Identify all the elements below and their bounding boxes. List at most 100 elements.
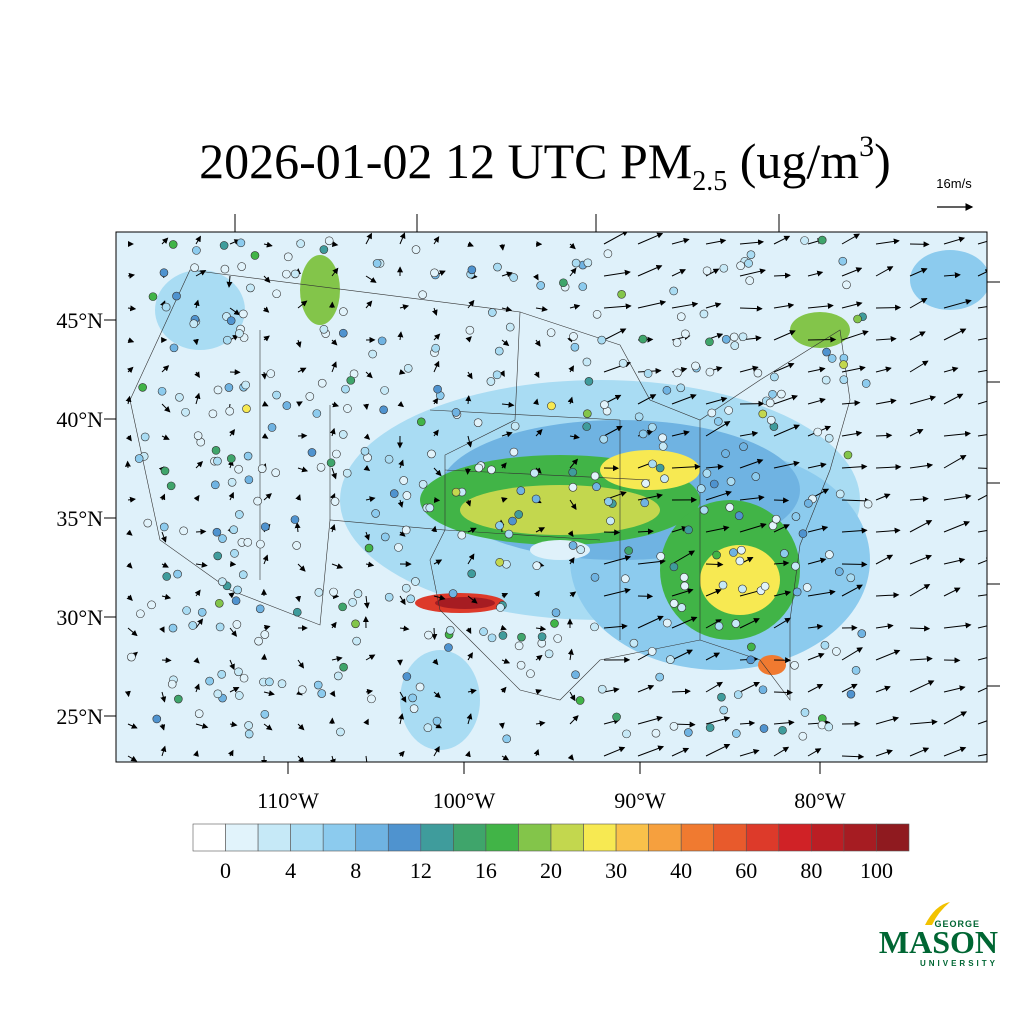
station	[843, 450, 853, 460]
station	[669, 722, 679, 731]
station	[570, 342, 580, 352]
wind-arrow	[329, 690, 336, 698]
wind-arrow	[773, 460, 800, 469]
station	[669, 286, 679, 296]
wind-arrow	[943, 587, 961, 597]
station	[571, 258, 581, 268]
station	[212, 527, 222, 537]
wind-arrow	[909, 520, 933, 533]
wind-arrow	[875, 749, 893, 757]
map-frame	[115, 231, 988, 763]
wind-arrow	[977, 494, 987, 501]
station	[194, 709, 204, 718]
station	[253, 496, 262, 506]
wind-arrow	[977, 720, 987, 725]
station	[474, 463, 484, 473]
station	[418, 480, 428, 489]
wind-arrow	[363, 595, 370, 609]
wind-arrow	[603, 623, 628, 630]
monitoring-stations	[127, 235, 873, 744]
wind-arrow	[159, 493, 166, 501]
station	[267, 423, 277, 432]
station	[655, 672, 664, 682]
station	[669, 599, 679, 608]
wind-arrow	[569, 242, 576, 250]
station	[271, 468, 280, 477]
wind-arrow	[705, 396, 728, 405]
station	[768, 389, 777, 399]
station	[660, 474, 669, 483]
wind-arrow	[399, 304, 410, 311]
logo-main: MASON	[879, 924, 998, 960]
wind-arrow	[739, 494, 765, 501]
station	[514, 510, 523, 519]
station	[140, 432, 150, 442]
station	[842, 280, 851, 290]
station	[402, 672, 412, 681]
wind-arrow	[433, 333, 441, 341]
station	[821, 375, 831, 385]
wind-arrow	[841, 753, 865, 760]
station	[236, 238, 246, 248]
station	[427, 449, 436, 459]
station	[384, 454, 394, 464]
station	[360, 446, 370, 456]
station	[232, 620, 242, 629]
wind-arrow	[331, 339, 338, 346]
wind-arrow	[331, 401, 340, 408]
wind-arrow	[739, 458, 764, 469]
wind-arrow	[841, 267, 863, 277]
station	[713, 417, 723, 426]
station	[394, 543, 403, 552]
station	[730, 341, 740, 350]
station	[255, 604, 265, 614]
wind-arrow	[194, 683, 200, 693]
station	[238, 570, 248, 580]
wind-arrow	[195, 723, 209, 729]
station	[617, 290, 626, 299]
wind-arrow	[807, 366, 826, 373]
station	[234, 691, 244, 700]
wind-arrow	[773, 746, 790, 757]
wind-arrow	[399, 595, 406, 606]
wind-arrow	[773, 524, 790, 533]
station	[643, 369, 653, 378]
station	[160, 466, 170, 476]
wind-arrow	[127, 627, 138, 637]
wind-arrow	[705, 463, 724, 470]
colorbar-box	[192, 823, 226, 852]
station	[348, 598, 357, 607]
station	[662, 618, 672, 628]
station	[582, 357, 592, 367]
station	[504, 529, 514, 539]
station	[827, 354, 837, 363]
station	[260, 630, 270, 639]
wind-arrow	[909, 395, 937, 405]
station	[621, 574, 630, 584]
station	[338, 430, 348, 439]
wind-arrow	[433, 745, 440, 757]
station	[745, 276, 754, 285]
station	[223, 335, 232, 345]
wind-arrow	[567, 530, 574, 538]
station	[766, 415, 776, 425]
wind-arrow	[263, 241, 273, 248]
wind-arrow	[807, 683, 824, 693]
wind-arrow	[431, 525, 438, 533]
station	[846, 689, 856, 699]
station	[493, 262, 502, 272]
colorbar-label: 60	[735, 858, 757, 883]
wind-arrow	[297, 659, 305, 669]
wind-arrow	[773, 272, 792, 279]
title: 2026-01-02 12 UTC PM2.5 (ug/m3)	[199, 130, 891, 197]
station	[699, 309, 709, 319]
wind-arrow	[228, 491, 234, 501]
station	[584, 377, 594, 386]
station	[622, 729, 631, 739]
wind-arrow	[433, 594, 446, 601]
wind-arrow	[297, 367, 307, 374]
colorbar-box	[615, 823, 649, 852]
station	[800, 708, 810, 717]
station	[296, 239, 305, 248]
station	[229, 525, 238, 534]
